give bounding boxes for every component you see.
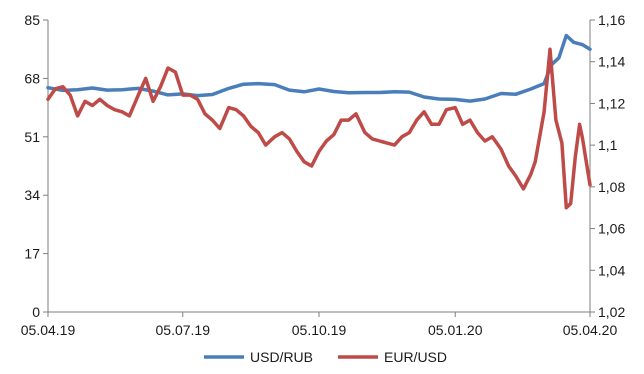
right-tick-label: 1,12 [598,95,625,111]
x-axis-ticks: 05.04.19 05.07.19 05.10.19 05.01.20 05.04.20 [21,312,618,338]
left-axis-ticks: 0 17 34 51 68 85 [24,12,48,320]
right-tick-label: 1,14 [598,54,625,70]
series-layer [46,33,592,210]
left-tick-label: 34 [24,187,40,203]
legend: USD/RUB EUR/USD [204,349,447,365]
x-tick-label: 05.01.20 [428,322,483,338]
left-tick-label: 85 [24,12,40,28]
legend-label-eur-usd: EUR/USD [384,349,447,365]
x-tick-label: 05.10.19 [292,322,347,338]
right-tick-label: 1,06 [598,221,625,237]
series-line-eur-usd [46,47,592,210]
right-tick-label: 1,04 [598,262,625,278]
x-tick-label: 05.04.19 [21,322,76,338]
right-tick-label: 1,02 [598,304,625,320]
right-tick-label: 1,08 [598,179,625,195]
x-tick-label: 05.04.20 [563,322,618,338]
right-tick-label: 1,1 [598,137,618,153]
right-axis-ticks: 1,02 1,04 1,06 1,08 1,1 1,12 1,14 1,16 [590,12,625,320]
left-tick-label: 68 [24,70,40,86]
left-tick-label: 51 [24,129,40,145]
left-tick-label: 17 [24,246,40,262]
right-tick-label: 1,16 [598,12,625,28]
x-tick-label: 05.07.19 [156,322,211,338]
left-tick-label: 0 [32,304,40,320]
series-line-usd-rub [46,33,592,103]
legend-label-usd-rub: USD/RUB [250,349,313,365]
